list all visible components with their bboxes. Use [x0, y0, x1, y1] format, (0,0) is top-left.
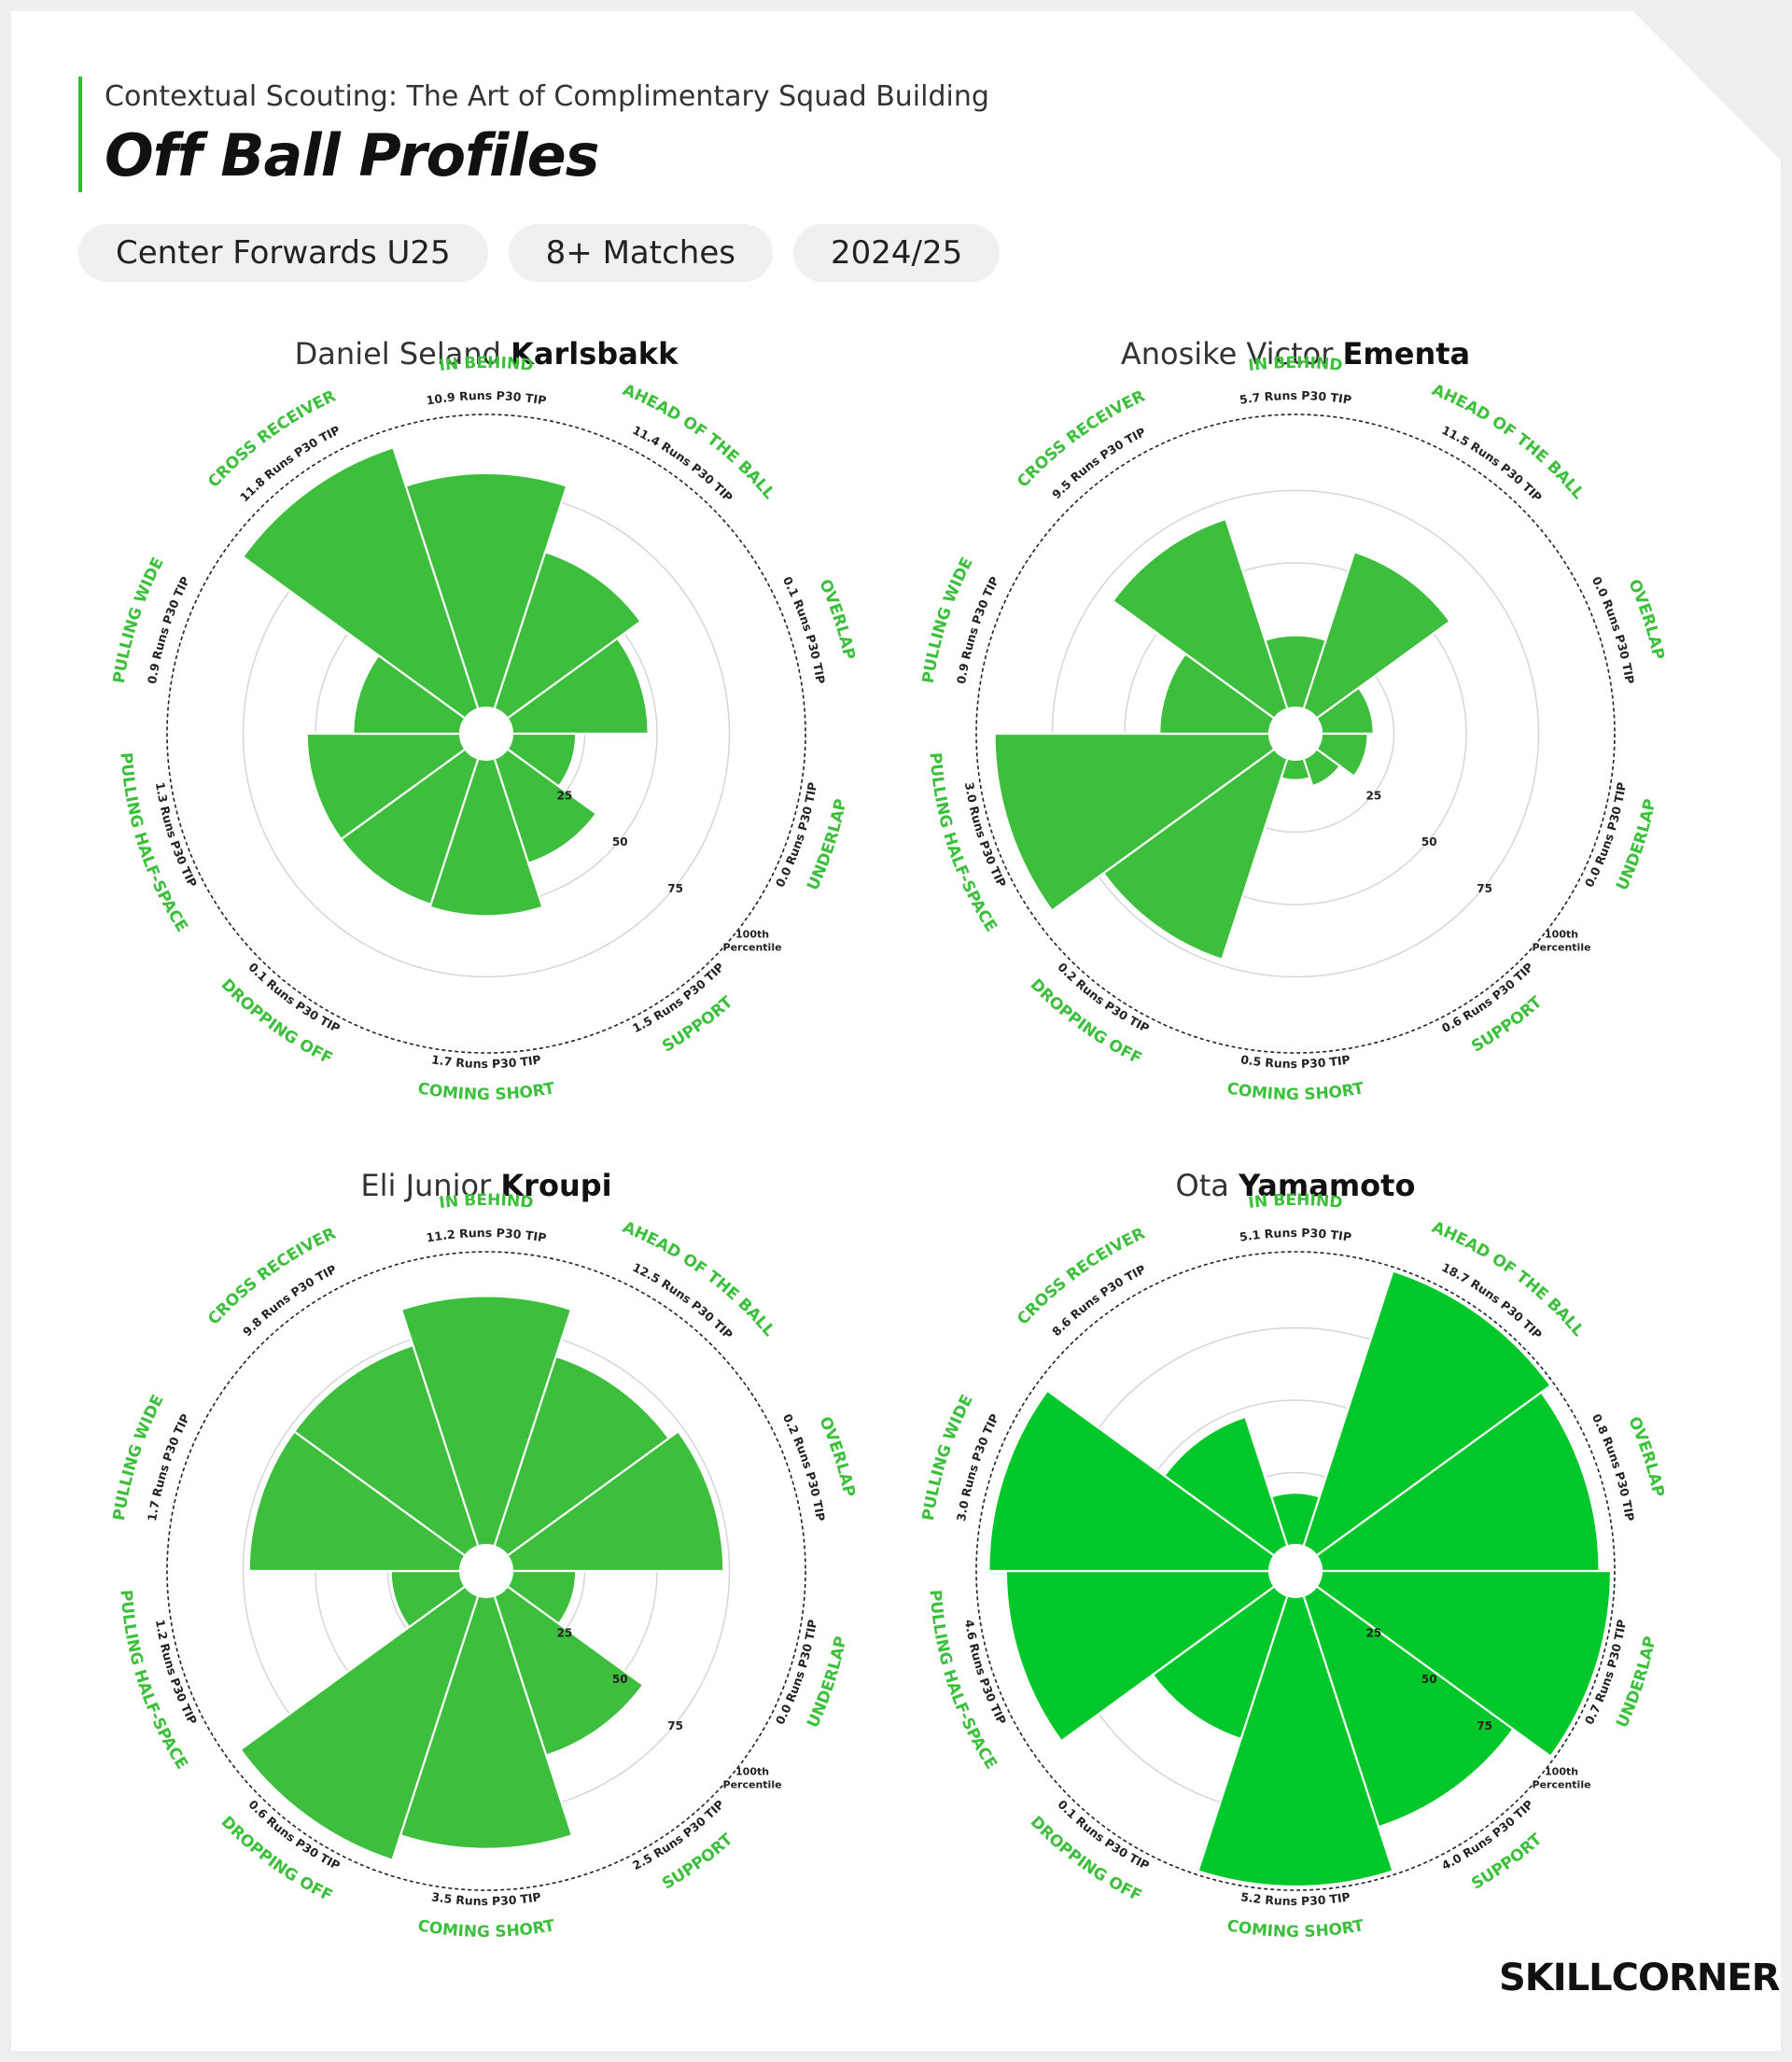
player-first-name: Daniel Seland	[295, 336, 511, 372]
ring-label-75: 75	[1477, 1719, 1492, 1732]
value-label: 5.1 Runs P30 TIP	[1239, 1226, 1352, 1244]
category-label-path: OVERLAP	[1624, 1414, 1667, 1499]
category-label: OVERLAP	[815, 577, 858, 662]
category-label-path: COMING SHORT	[416, 1079, 556, 1104]
polar-chart-2: Anosike Victor Ementa 25 50 75 100thPercenti…	[919, 336, 1668, 1104]
value-label: 5.2 Runs P30 TIP	[1239, 1889, 1351, 1908]
value-label-path: 11.2 Runs P30 TIP	[425, 1226, 547, 1245]
player-name: Ota Yamamoto	[1176, 1168, 1416, 1203]
category-label: OVERLAP	[815, 1414, 858, 1499]
category-label: COMING SHORT	[416, 1079, 556, 1104]
category-label: COMING SHORT	[1225, 1079, 1365, 1104]
player-name: Anosike Victor Ementa	[1121, 336, 1470, 372]
player-name: Daniel Seland Karlsbakk	[295, 336, 679, 372]
ring-label-25: 25	[1366, 789, 1382, 802]
category-label-path: IN BEHIND	[438, 1191, 534, 1213]
percentile-label-word: Percentile	[723, 1778, 782, 1790]
filter-matches: 8+ Matches	[508, 224, 773, 282]
ring-label-50: 50	[612, 835, 628, 849]
value-label-path: 1.7 Runs P30 TIP	[430, 1052, 541, 1071]
ring-label-50: 50	[1421, 835, 1437, 849]
ring-label-25: 25	[557, 1626, 573, 1639]
wedge-dropping-off	[239, 1584, 480, 1862]
value-label: 5.7 Runs P30 TIP	[1239, 388, 1352, 407]
category-label: COMING SHORT	[1225, 1916, 1365, 1942]
wedge-ahead-of-the-ball	[1302, 550, 1452, 721]
value-label: 3.5 Runs P30 TIP	[430, 1889, 541, 1908]
category-label: OVERLAP	[1624, 577, 1667, 662]
category-label: IN BEHIND	[438, 1191, 534, 1213]
category-label-path: OVERLAP	[815, 1414, 858, 1499]
category-label-path: COMING SHORT	[1225, 1079, 1365, 1104]
category-label-path: OVERLAP	[1624, 577, 1667, 662]
value-label: 10.9 Runs P30 TIP	[425, 388, 547, 408]
category-label-path: COMING SHORT	[416, 1916, 556, 1942]
category-label: IN BEHIND	[1247, 354, 1343, 375]
player-name: Eli Junior Kroupi	[360, 1168, 611, 1203]
ring-label-50: 50	[612, 1673, 628, 1686]
category-label-path: IN BEHIND	[1247, 354, 1343, 375]
header-accent-bar	[78, 77, 82, 192]
percentile-label-word: Percentile	[1533, 1778, 1591, 1790]
report-title: Off Ball Profiles	[105, 121, 600, 189]
category-label: IN BEHIND	[1247, 1191, 1343, 1213]
value-label: 1.7 Runs P30 TIP	[430, 1052, 541, 1071]
category-label-path: IN BEHIND	[1247, 1191, 1343, 1213]
ring-label-75: 75	[667, 1719, 683, 1732]
outer-ring	[975, 414, 1616, 1054]
value-label: 11.2 Runs P30 TIP	[425, 1226, 547, 1245]
filter-season: 2024/25	[792, 224, 1001, 282]
ring-label-75: 75	[1477, 882, 1492, 895]
report-kicker: Contextual Scouting: The Art of Complime…	[105, 80, 989, 113]
polar-chart-1: Daniel Seland Karlsbakk 25 50 75 100thPercen…	[110, 336, 859, 1104]
value-label-path: 3.5 Runs P30 TIP	[430, 1889, 541, 1908]
player-first-name: Anosike Victor	[1121, 336, 1343, 372]
category-label-path: OVERLAP	[815, 577, 858, 662]
player-last-name: Kroupi	[500, 1168, 611, 1203]
category-label-path: IN BEHIND	[438, 354, 534, 375]
value-label: 0.5 Runs P30 TIP	[1239, 1052, 1351, 1071]
center-hole	[1269, 1545, 1322, 1597]
wedge-coming-short	[399, 1594, 574, 1850]
percentile-label-number: 100th	[735, 1765, 769, 1777]
category-label: IN BEHIND	[438, 354, 534, 375]
value-label-path: 5.2 Runs P30 TIP	[1239, 1889, 1351, 1908]
player-first-name: Eli Junior	[360, 1168, 500, 1203]
player-last-name: Yamamoto	[1238, 1168, 1415, 1203]
ring-label-25: 25	[1366, 1626, 1382, 1639]
category-label: COMING SHORT	[416, 1916, 556, 1942]
outer-ring	[975, 1251, 1616, 1891]
value-label-path: 0.5 Runs P30 TIP	[1239, 1052, 1351, 1071]
category-label-path: COMING SHORT	[1225, 1916, 1365, 1942]
filter-position: Center Forwards U25	[78, 224, 488, 282]
percentile-label-word: Percentile	[723, 941, 782, 953]
category-label: OVERLAP	[1624, 1414, 1667, 1499]
skillcorner-logo: SKILLCORNER	[1499, 1957, 1780, 1999]
percentile-label-number: 100th	[1545, 928, 1578, 940]
outer-ring	[166, 1251, 806, 1891]
percentile-label-number: 100th	[735, 928, 769, 940]
value-label-path: 10.9 Runs P30 TIP	[425, 388, 547, 408]
player-last-name: Karlsbakk	[511, 336, 679, 372]
outer-ring	[166, 414, 806, 1054]
value-label-path: 5.7 Runs P30 TIP	[1239, 388, 1352, 407]
value-label-path: 5.1 Runs P30 TIP	[1239, 1226, 1352, 1244]
percentile-label-word: Percentile	[1533, 941, 1591, 953]
percentile-label-number: 100th	[1545, 1765, 1578, 1777]
ring-label-50: 50	[1421, 1673, 1437, 1686]
center-hole	[1269, 708, 1322, 760]
center-hole	[460, 708, 512, 760]
center-hole	[460, 1545, 512, 1597]
player-last-name: Ementa	[1343, 336, 1471, 372]
ring-label-25: 25	[557, 789, 573, 802]
ring-label-75: 75	[667, 882, 683, 895]
filter-pills: Center Forwards U25 8+ Matches 2024/25	[78, 224, 1001, 282]
player-first-name: Ota	[1176, 1168, 1239, 1203]
